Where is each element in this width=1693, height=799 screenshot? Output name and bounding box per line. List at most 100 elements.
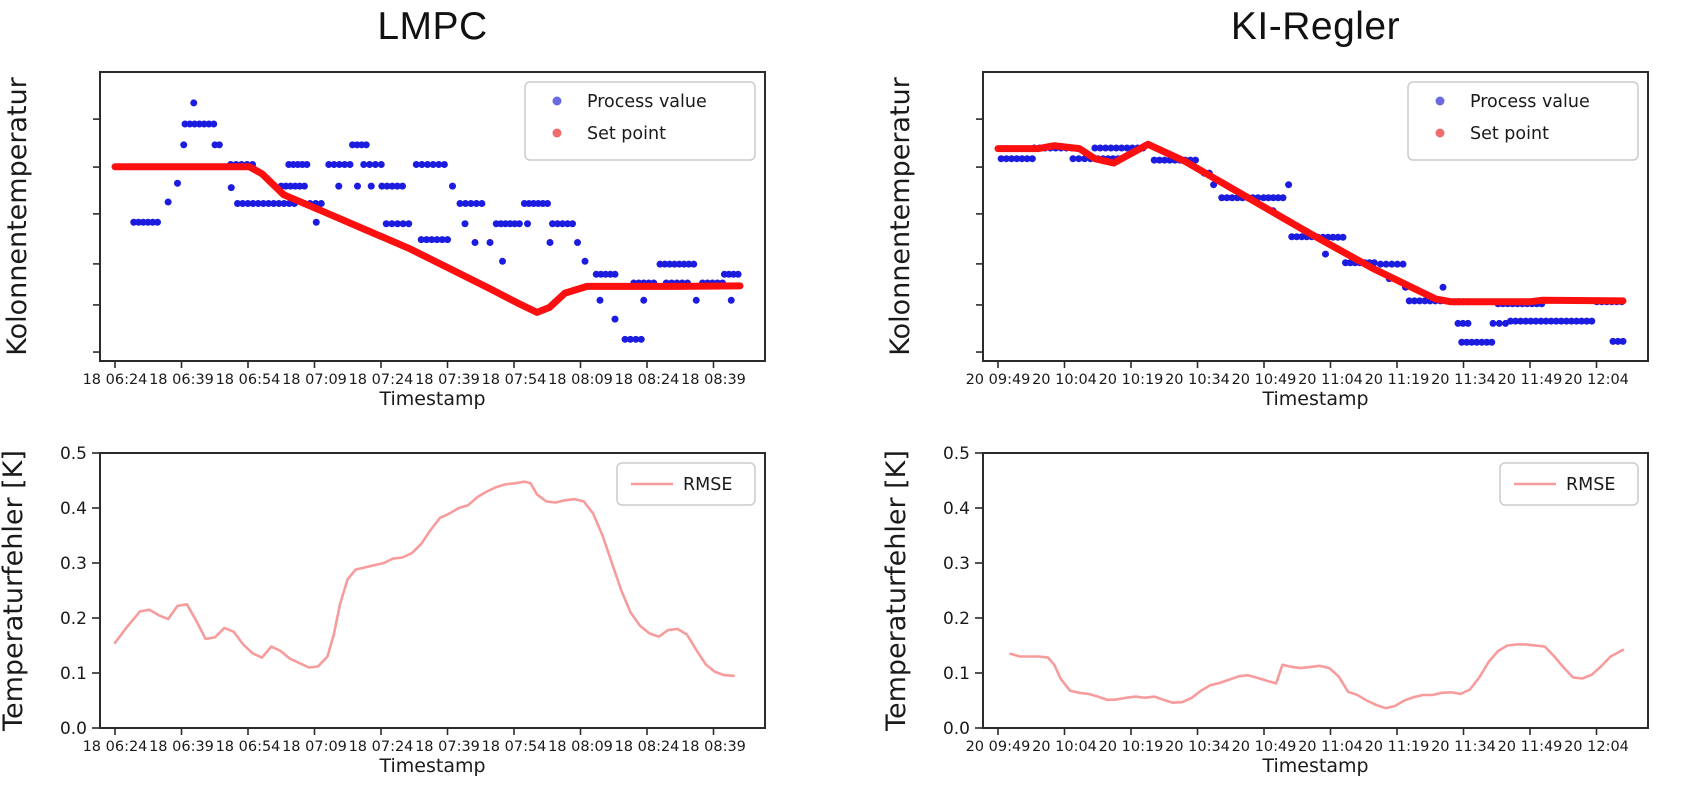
x-tick-label: 20 10:04 xyxy=(1032,372,1097,388)
x-tick-label: 18 08:24 xyxy=(615,372,680,388)
process-value-dot xyxy=(478,199,486,207)
x-tick-label: 18 06:39 xyxy=(149,739,214,755)
process-value-dot xyxy=(1279,194,1287,202)
x-tick-label: 18 07:39 xyxy=(415,739,480,755)
x-tick-label: 18 08:09 xyxy=(548,739,613,755)
chart-lmpc-temperature: 18 06:24 18 06:39 18 06:54 18 07:09 18 07:24… xyxy=(2,71,766,410)
process-value-dot xyxy=(265,199,273,207)
process-value-dot xyxy=(1264,194,1272,202)
plot-border xyxy=(982,71,1649,362)
process-value-dot xyxy=(312,218,320,226)
chart-lmpc-rmse: 18 06:24 18 06:39 18 06:54 18 07:09 18 07:24… xyxy=(0,444,766,777)
x-tick-label: 18 07:09 xyxy=(282,739,347,755)
x-tick-label: 18 07:54 xyxy=(482,372,547,388)
process-value-dot xyxy=(335,182,343,190)
process-value-dot xyxy=(1008,155,1016,163)
x-tick-label: 20 11:49 xyxy=(1498,372,1563,388)
process-value-dot xyxy=(186,120,194,128)
legend-marker-set-point xyxy=(552,128,562,138)
process-value-dot xyxy=(1473,338,1481,346)
process-value-dot xyxy=(1118,144,1126,152)
process-value-dot xyxy=(499,257,506,265)
x-tick-label: 18 08:39 xyxy=(681,372,746,388)
process-value-dot xyxy=(569,220,576,228)
legend-box xyxy=(616,462,756,506)
set-point-line xyxy=(111,163,744,316)
process-value-dot xyxy=(1322,250,1329,258)
y-axis: 0.0 0.1 0.2 0.3 0.4 0.5 Temperaturfehler [K] xyxy=(883,444,983,739)
process-value-dot xyxy=(554,220,561,228)
x-tick-label: 20 11:34 xyxy=(1431,372,1496,388)
process-value-dot xyxy=(244,199,252,207)
y-axis: Kolonnentemperatur xyxy=(2,76,100,356)
process-value-dot xyxy=(1405,297,1413,305)
process-value-dot xyxy=(1260,194,1268,202)
x-tick-label: 20 09:49 xyxy=(966,739,1031,755)
process-value-dot xyxy=(417,236,425,244)
process-value-dot xyxy=(362,141,370,149)
process-value-dot xyxy=(275,199,283,207)
process-value-dot xyxy=(1557,317,1565,325)
process-value-dot xyxy=(215,141,223,149)
process-value-dot xyxy=(559,220,566,228)
rmse-line xyxy=(113,480,736,678)
x-axis: 18 06:24 18 06:39 18 06:54 18 07:09 18 07:24… xyxy=(83,361,746,410)
process-value-dot xyxy=(164,198,172,206)
process-value-dot xyxy=(637,335,645,343)
plot-border xyxy=(982,452,1649,729)
y-tick-label: 0.0 xyxy=(943,719,970,739)
rmse-line xyxy=(1009,643,1625,710)
process-value-dot xyxy=(205,120,213,128)
process-value-dot xyxy=(1329,233,1337,241)
process-value-dot xyxy=(1298,233,1306,241)
process-value-dot xyxy=(1619,337,1627,345)
process-value-dot xyxy=(1339,233,1347,241)
process-value-dot xyxy=(190,99,198,107)
process-value-dot xyxy=(1210,181,1218,189)
axes: 20 09:49 20 10:04 20 10:19 20 10:34 20 10:49… xyxy=(885,71,1649,410)
x-tick-label: 18 06:24 xyxy=(83,372,148,388)
x-tick-label: 20 09:49 xyxy=(966,372,1031,388)
process-value-dot xyxy=(461,220,469,228)
process-value-dot xyxy=(1495,319,1503,327)
process-value-dot xyxy=(1488,338,1496,346)
process-value-dot xyxy=(1161,156,1169,164)
process-value-dot xyxy=(1112,144,1120,152)
process-value-dot xyxy=(1537,317,1545,325)
process-value-dot xyxy=(234,199,241,207)
process-value-dot xyxy=(280,199,288,207)
process-value-dot xyxy=(611,270,619,278)
process-value-dot xyxy=(1334,233,1342,241)
process-value-dot xyxy=(1459,319,1467,327)
y-tick-label: 0.3 xyxy=(60,554,87,574)
y-tick-label: 0.1 xyxy=(60,664,87,684)
process-value-dot xyxy=(1223,194,1231,202)
process-value-dot xyxy=(581,257,589,265)
process-value-dot xyxy=(546,239,554,247)
series-set-point xyxy=(994,140,1627,306)
process-value-dot xyxy=(394,220,401,228)
process-value-dot xyxy=(515,220,523,228)
chart-ki-regler-rmse: 20 09:49 20 10:04 20 10:19 20 10:34 20 10:49… xyxy=(883,444,1649,777)
process-value-dot xyxy=(471,239,479,247)
process-value-dot xyxy=(388,182,396,190)
process-value-dot xyxy=(317,199,325,207)
series-rmse xyxy=(113,480,736,678)
process-value-dot xyxy=(341,160,349,168)
legend-box xyxy=(1499,462,1639,506)
y-axis-label: Temperaturfehler [K] xyxy=(0,450,29,732)
process-value-dot xyxy=(1614,337,1622,345)
y-axis-label: Temperaturfehler [K] xyxy=(883,450,912,732)
process-value-dot xyxy=(1562,317,1570,325)
process-value-dot xyxy=(360,160,368,168)
process-value-dot xyxy=(227,184,235,192)
process-value-dot xyxy=(1069,155,1077,163)
title-ki-regler: KI-Regler xyxy=(1230,5,1401,48)
legend-label: RMSE xyxy=(1566,475,1615,495)
set-point-line xyxy=(994,140,1627,306)
process-value-dot xyxy=(1552,317,1560,325)
process-value-dot xyxy=(1096,144,1104,152)
process-value-dot xyxy=(1421,297,1429,305)
process-value-dot xyxy=(254,199,262,207)
process-value-dot xyxy=(1013,155,1021,163)
